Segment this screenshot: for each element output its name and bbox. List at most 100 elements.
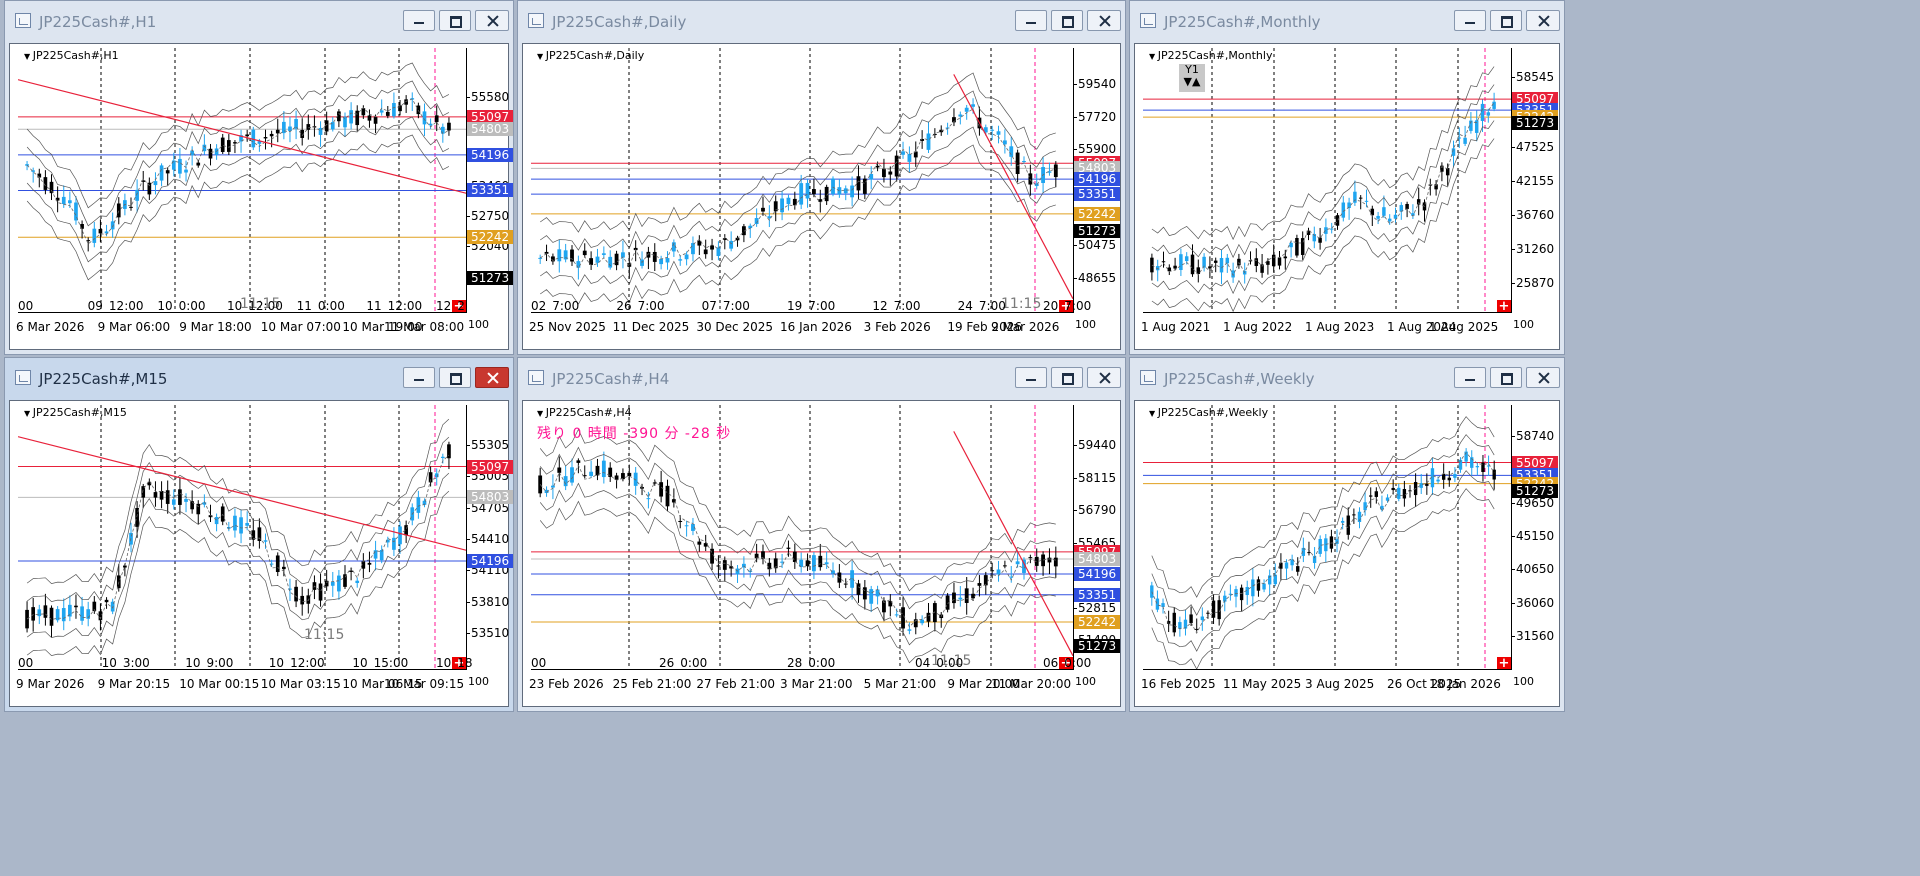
close-button[interactable] — [1526, 10, 1560, 31]
candle-body — [703, 249, 708, 255]
candle-body — [123, 565, 127, 568]
maximize-button[interactable] — [439, 10, 471, 31]
close-button[interactable] — [475, 10, 509, 31]
time-tick: 26 Oct 2025 — [1387, 677, 1462, 691]
scale-corner: 100 — [1075, 318, 1096, 331]
price-plot[interactable]: JP225Cash#,M15 11:15 + — [18, 405, 467, 670]
chart-window-daily[interactable]: JP225Cash#,Daily JP225Cash#,Daily 11:15 … — [517, 0, 1126, 355]
time-scale[interactable]: 23 Feb 2026 25 Feb 21:00 27 Feb 21:00 3 Mar… — [529, 671, 1073, 697]
candle-body — [110, 221, 115, 230]
add-order-icon[interactable]: + — [452, 656, 466, 670]
add-order-icon[interactable]: + — [1497, 299, 1511, 313]
bollinger-band — [26, 418, 450, 584]
chart-area[interactable]: JP225Cash#,H1 11:15 + 555805487053460527… — [9, 43, 514, 350]
add-order-icon[interactable]: + — [1059, 656, 1073, 670]
close-button[interactable] — [1087, 10, 1121, 31]
window-titlebar[interactable]: JP225Cash#,Daily — [518, 1, 1125, 43]
chart-window-weekly[interactable]: JP225Cash#,Weekly JP225Cash#,Weekly + 58… — [1129, 357, 1565, 712]
intraday-label: 11_12:00 — [366, 299, 423, 313]
candle-body — [294, 586, 298, 602]
minimize-button[interactable] — [1454, 367, 1486, 388]
intraday-label: 28_0:00 — [787, 656, 836, 670]
time-scale[interactable]: 6 Mar 2026 9 Mar 06:00 9 Mar 18:00 10 Mar 0… — [16, 314, 466, 340]
candle-body — [226, 527, 231, 529]
maximize-button[interactable] — [1051, 10, 1083, 31]
candle-body — [55, 197, 60, 201]
price-plot[interactable]: JP225Cash#,Monthly Y1▼▲ + — [1143, 48, 1512, 313]
price-scale[interactable]: 5854553275475254215536760312602587055097… — [1511, 48, 1568, 312]
price-tick: 56790 — [1073, 503, 1117, 518]
price-plot[interactable]: JP225Cash#,H4 残り 0 時間 -390 分 -28 秒 11:15… — [531, 405, 1074, 670]
window-titlebar[interactable]: JP225Cash#,H4 — [518, 358, 1125, 400]
add-order-icon[interactable]: + — [452, 299, 466, 313]
candle-body — [171, 160, 176, 170]
chart-area[interactable]: JP225Cash#,H4 残り 0 時間 -390 分 -28 秒 11:15… — [522, 400, 1121, 707]
time-tick: 16 Feb 2025 — [1141, 677, 1216, 691]
year-low-marker[interactable]: Y1 ▼▲ — [1179, 64, 1205, 92]
add-order-icon[interactable]: + — [1059, 299, 1073, 313]
chart-window-icon — [15, 13, 31, 28]
minimize-button[interactable] — [403, 367, 435, 388]
price-scale[interactable]: 5944058115567905546554140528155149055097… — [1073, 405, 1130, 669]
add-order-icon[interactable]: + — [1497, 656, 1511, 670]
price-tick: 50475 — [1073, 238, 1117, 253]
chart-area[interactable]: JP225Cash#,Monthly Y1▼▲ + 58545532754752… — [1134, 43, 1560, 350]
close-button[interactable] — [475, 367, 509, 388]
intraday-label: 04_0:00 — [915, 656, 964, 670]
maximize-button[interactable] — [1490, 10, 1522, 31]
price-plot[interactable]: JP225Cash#,H1 11:15 + — [18, 48, 467, 313]
candle-body — [818, 555, 823, 568]
maximize-button[interactable] — [439, 367, 471, 388]
time-scale[interactable]: 9 Mar 2026 9 Mar 20:15 10 Mar 00:15 10 Mar … — [16, 671, 466, 697]
candle-body — [355, 580, 360, 584]
window-titlebar[interactable]: JP225Cash#,Weekly — [1130, 358, 1564, 400]
candle-body — [1434, 184, 1438, 190]
time-scale[interactable]: 1 Aug 2021 1 Aug 2022 1 Aug 2023 1 Aug 2024… — [1141, 314, 1511, 340]
minimize-button[interactable] — [403, 10, 435, 31]
candle-body — [373, 117, 378, 124]
candle-body — [86, 609, 91, 619]
chart-window-h1[interactable]: JP225Cash#,H1 JP225Cash#,H1 11:15 + 5558… — [4, 0, 514, 355]
price-plot[interactable]: JP225Cash#,Daily 11:15 + — [531, 48, 1074, 313]
price-plot[interactable]: JP225Cash#,Weekly + — [1143, 405, 1512, 670]
chart-window-m15[interactable]: JP225Cash#,M15 JP225Cash#,M15 11:15 + 55… — [4, 357, 514, 712]
maximize-button[interactable] — [1490, 367, 1522, 388]
intraday-label: 00 — [18, 656, 34, 670]
candle-body — [582, 250, 587, 256]
candle-body — [1469, 120, 1473, 131]
window-titlebar[interactable]: JP225Cash#,Monthly — [1130, 1, 1564, 43]
chart-area[interactable]: JP225Cash#,M15 11:15 + 55305550055470554… — [9, 400, 514, 707]
intraday-scale: 00 09_12:00 10_0:00 10_12:00 11_0:00 11_12:00… — [18, 293, 466, 319]
candle-body — [147, 182, 152, 195]
chart-window-monthly[interactable]: JP225Cash#,Monthly JP225Cash#,Monthly Y1… — [1129, 0, 1565, 355]
price-level-badge: 55097 — [1512, 455, 1559, 470]
price-tick: 31260 — [1511, 242, 1555, 257]
candle-body — [367, 115, 372, 121]
window-titlebar[interactable]: JP225Cash#,H1 — [5, 1, 513, 43]
candle-body — [1053, 557, 1058, 567]
candle-body — [1385, 497, 1390, 501]
candle-body — [80, 606, 84, 621]
intraday-label: 07_7:00 — [701, 299, 750, 313]
bar-timer: 11:15 — [304, 627, 345, 643]
minimize-button[interactable] — [1454, 10, 1486, 31]
candle-body — [570, 467, 574, 483]
price-scale[interactable]: 5874054945496504515040650360603156055097… — [1511, 405, 1568, 669]
maximize-button[interactable] — [1051, 367, 1083, 388]
candle-body — [1034, 556, 1039, 566]
minimize-button[interactable] — [1015, 10, 1047, 31]
time-scale[interactable]: 16 Feb 2025 11 May 2025 3 Aug 2025 26 Oct 2… — [1141, 671, 1511, 697]
time-scale[interactable]: 25 Nov 2025 11 Dec 2025 30 Dec 2025 16 Jan … — [529, 314, 1073, 340]
chart-window-h4[interactable]: JP225Cash#,H4 JP225Cash#,H4 残り 0 時間 -390… — [517, 357, 1126, 712]
close-button[interactable] — [1526, 367, 1560, 388]
window-titlebar[interactable]: JP225Cash#,M15 — [5, 358, 513, 400]
price-scale[interactable]: 55305 55005 54705 54410 54110 53810 53510 55097… — [466, 405, 523, 669]
price-scale[interactable]: 5954057720559005408052260504754865555097… — [1073, 48, 1130, 312]
chart-area[interactable]: JP225Cash#,Daily 11:15 + 59540 57720 55900… — [522, 43, 1121, 350]
close-button[interactable] — [1087, 367, 1121, 388]
candle-body — [786, 197, 791, 205]
chart-area[interactable]: JP225Cash#,Weekly + 58740549454965045150… — [1134, 400, 1560, 707]
price-scale[interactable]: 5558054870534605275052040513305509754803… — [466, 48, 523, 312]
minimize-button[interactable] — [1015, 367, 1047, 388]
candle-body — [61, 608, 66, 622]
